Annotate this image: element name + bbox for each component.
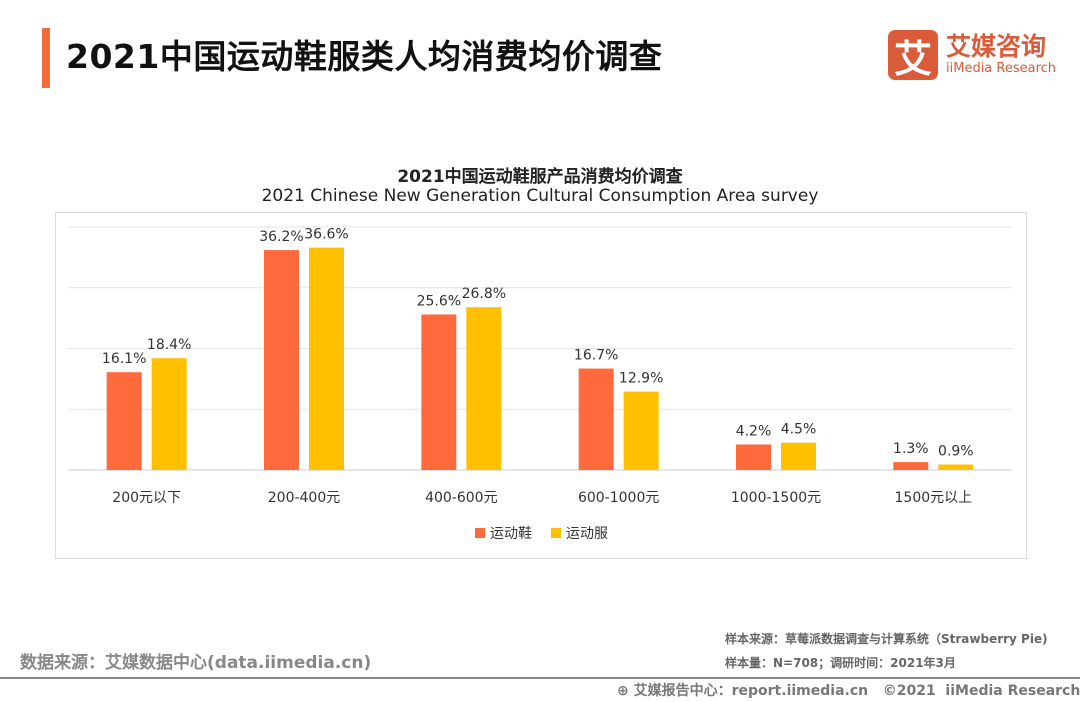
chart-frame — [55, 212, 1027, 559]
data-label: 36.2% — [259, 229, 303, 245]
bar-clothing — [938, 464, 974, 470]
data-label: 12.9% — [619, 371, 663, 387]
bar-shoes — [264, 250, 299, 470]
logo-mark: 艾 — [888, 30, 938, 81]
chart-subtitle: 2021 Chinese New Generation Cultural Con… — [261, 186, 819, 206]
bar-clothing — [151, 358, 187, 470]
logo-en: iiMedia Research — [946, 61, 1057, 76]
footer-copyright: ⊕ 艾媒报告中心：report.iimedia.cn ©2021 iiMedia… — [617, 680, 1080, 700]
sample-source: 样本来源：草莓派数据调查与计算系统（Strawberry Pie) — [725, 632, 1048, 646]
iimedia-logo: 艾 艾媒咨询 iiMedia Research — [888, 30, 1057, 81]
x-tick-label: 400-600元 — [425, 490, 498, 506]
bar-shoes — [893, 462, 929, 470]
data-label: 36.6% — [304, 227, 348, 243]
data-label: 25.6% — [417, 293, 461, 309]
bar-clothing — [466, 307, 502, 470]
data-label: 26.8% — [462, 286, 506, 302]
bar-clothing — [781, 442, 816, 470]
data-label: 1.3% — [893, 441, 929, 457]
sample-size: 样本量：N=708；调研时间：2021年3月 — [725, 656, 956, 670]
legend-label: 运动鞋 — [490, 526, 532, 542]
x-tick-label: 200-400元 — [268, 490, 341, 506]
footer-divider — [0, 677, 1080, 679]
title-accent-bar — [42, 28, 50, 88]
data-label: 18.4% — [147, 337, 191, 353]
bar-shoes — [421, 314, 457, 470]
x-tick-label: 1000-1500元 — [731, 490, 821, 506]
legend-swatch — [475, 528, 485, 538]
bar-shoes — [578, 368, 614, 470]
copyright-text: 艾媒报告中心：report.iimedia.cn ©2021 iiMedia R… — [633, 683, 1080, 699]
data-label: 0.9% — [938, 444, 974, 460]
data-source: 数据来源：艾媒数据中心(data.iimedia.cn) — [20, 653, 372, 673]
data-label: 16.7% — [574, 348, 618, 364]
legend-swatch — [551, 528, 561, 538]
bar-clothing — [309, 247, 344, 470]
data-label: 4.5% — [781, 422, 817, 438]
x-tick-label: 1500元以上 — [895, 490, 973, 506]
bar-shoes — [106, 372, 142, 470]
data-label: 16.1% — [102, 351, 146, 367]
bar-clothing — [623, 391, 659, 470]
bar-shoes — [736, 444, 771, 470]
logo-cn: 艾媒咨询 — [946, 32, 1047, 61]
x-tick-label: 200元以下 — [112, 490, 181, 506]
x-tick-label: 600-1000元 — [578, 490, 659, 506]
data-label: 4.2% — [736, 423, 772, 439]
legend-label: 运动服 — [566, 526, 608, 542]
page-title: 2021中国运动鞋服类人均消费均价调查 — [66, 37, 663, 76]
globe-icon: ⊕ — [617, 683, 634, 699]
chart-title: 2021中国运动鞋服产品消费均价调查 — [397, 167, 683, 187]
